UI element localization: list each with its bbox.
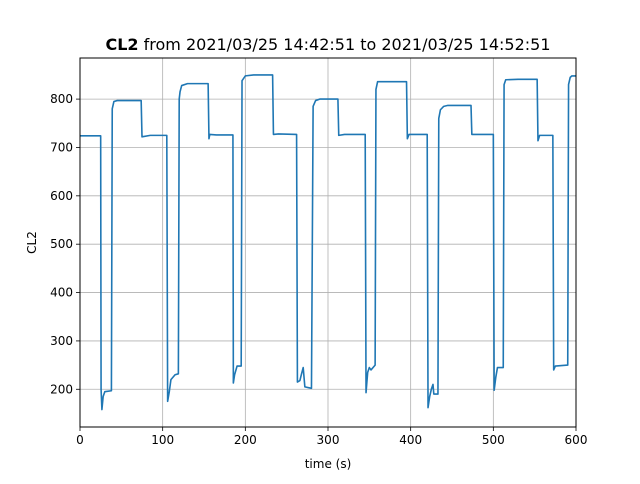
- y-tick-label: 300: [50, 334, 73, 348]
- x-axis-label: time (s): [305, 457, 352, 471]
- y-tick-label: 500: [50, 237, 73, 251]
- series-layer: [80, 74, 576, 411]
- chart-title-rest: from 2021/03/25 14:42:51 to 2021/03/25 1…: [139, 35, 551, 54]
- y-tick-label: 400: [50, 286, 73, 300]
- y-tick-label: 800: [50, 92, 73, 106]
- y-tick-label: 200: [50, 382, 73, 396]
- x-tick-label: 100: [151, 433, 174, 447]
- y-axis-label: CL2: [25, 231, 39, 254]
- y-tick-label: 600: [50, 189, 73, 203]
- x-tick-label: 300: [317, 433, 340, 447]
- x-tick-label: 600: [565, 433, 588, 447]
- x-tick-label: 0: [76, 433, 84, 447]
- x-tick-label: 200: [234, 433, 257, 447]
- chart-title: CL2 from 2021/03/25 14:42:51 to 2021/03/…: [105, 35, 550, 54]
- series-line: [80, 74, 576, 411]
- y-tick-label: 700: [50, 140, 73, 154]
- axes: 0 100 200 300 400 500 600 200 300 400 500 600 700 800: [50, 92, 587, 447]
- x-tick-label: 400: [399, 433, 422, 447]
- x-tick-label: 500: [482, 433, 505, 447]
- chart-title-bold: CL2: [105, 35, 138, 54]
